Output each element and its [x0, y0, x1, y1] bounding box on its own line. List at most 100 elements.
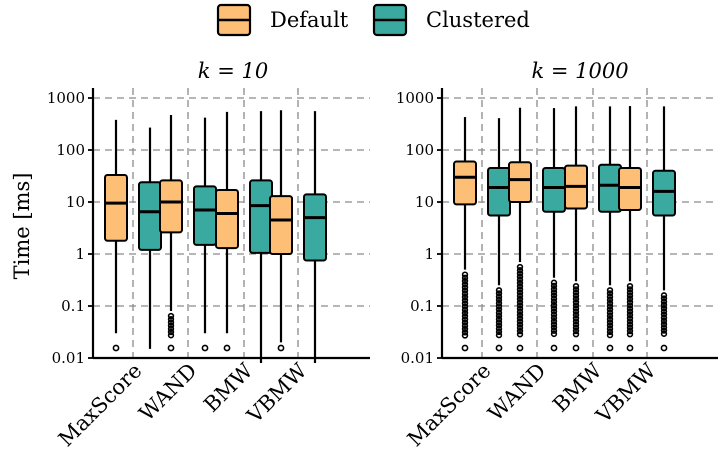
outlier-point	[516, 267, 524, 274]
outlier-point	[461, 290, 469, 298]
outlier-point	[626, 282, 634, 290]
box-body	[487, 167, 511, 217]
outlier-point	[660, 301, 668, 309]
box-body	[104, 174, 128, 242]
outlier-point	[550, 285, 558, 293]
outlier-point	[550, 330, 558, 338]
outlier-point	[461, 332, 469, 339]
outlier-point	[461, 297, 469, 304]
outlier-point	[626, 330, 634, 338]
outlier-point	[516, 276, 524, 284]
outlier-point	[626, 324, 634, 331]
outlier-point	[461, 271, 469, 278]
outlier-point	[660, 298, 668, 305]
outlier-point	[606, 290, 614, 297]
outlier-point	[495, 319, 503, 326]
outlier-point	[626, 289, 634, 296]
outlier-point	[572, 324, 580, 331]
y-tick-label: 1000	[47, 89, 85, 107]
panel-title-k1000: k = 1000	[531, 59, 628, 83]
box-maxscore-default	[453, 117, 477, 352]
outlier-point	[572, 321, 580, 328]
outlier-point	[606, 287, 614, 294]
outlier-point	[167, 328, 175, 336]
outlier-point	[516, 324, 524, 332]
outlier-point	[495, 328, 503, 336]
outlier-point	[626, 295, 634, 303]
outlier-point	[660, 317, 668, 325]
outlier-point	[572, 311, 580, 319]
box-vbmw-clustered	[652, 106, 676, 352]
y-tick-label: 10	[415, 193, 434, 211]
outlier-point	[516, 289, 524, 296]
outlier-point	[626, 311, 634, 319]
outlier-point	[112, 344, 120, 352]
outlier-point	[167, 312, 175, 320]
x-tick-label: MaxScore	[403, 359, 496, 452]
outlier-point	[495, 325, 503, 332]
y-tick-label: 0.1	[410, 297, 434, 315]
outlier-point	[461, 284, 469, 291]
box-body	[249, 179, 273, 254]
outlier-point	[572, 318, 580, 325]
outlier-point	[461, 287, 469, 294]
outlier-point	[495, 322, 503, 329]
outlier-point	[550, 314, 558, 322]
outlier-point	[516, 315, 524, 322]
outlier-point	[626, 305, 634, 312]
box-bmw-clustered	[249, 111, 273, 364]
outlier-point	[495, 331, 503, 339]
box-body	[618, 167, 642, 212]
box-body	[303, 193, 327, 262]
outlier-point	[606, 331, 614, 339]
outlier-point	[572, 308, 580, 315]
outlier-point	[550, 295, 558, 302]
box-body	[652, 169, 676, 217]
outlier-point	[606, 328, 614, 336]
outlier-point	[550, 344, 558, 352]
y-tick-label: 1	[75, 245, 85, 263]
outlier-point	[550, 301, 558, 309]
outlier-point	[550, 317, 558, 325]
outlier-point	[660, 292, 668, 299]
box-body	[598, 163, 622, 213]
box-maxscore-clustered	[138, 127, 162, 349]
outlier-point	[606, 344, 614, 352]
outlier-point	[516, 263, 524, 271]
outlier-point	[516, 344, 524, 352]
outlier-point	[516, 286, 524, 293]
y-tick-label: 10	[66, 193, 85, 211]
panels: 10001001010.10.01MaxScoreWANDBMWVBMW1000…	[47, 88, 718, 451]
outlier-point	[167, 332, 175, 339]
outlier-point	[461, 277, 469, 285]
outlier-point	[495, 296, 503, 304]
outlier-point	[201, 344, 209, 352]
outlier-point	[550, 289, 558, 296]
outlier-point	[516, 292, 524, 300]
outlier-point	[572, 302, 580, 309]
box-wand-default	[508, 107, 532, 352]
box-vbmw-default	[269, 110, 293, 352]
outlier-point	[660, 304, 668, 312]
legend-label-default: Default	[270, 8, 349, 32]
y-tick-label: 1000	[396, 89, 434, 107]
outlier-point	[516, 318, 524, 325]
outlier-point	[626, 298, 634, 306]
outlier-point	[516, 299, 524, 306]
outlier-point	[660, 308, 668, 315]
outlier-point	[660, 324, 668, 331]
outlier-point	[167, 322, 175, 329]
outlier-point	[572, 292, 580, 299]
box-body	[193, 185, 217, 246]
box-vbmw-default	[618, 106, 642, 352]
outlier-point	[626, 318, 634, 325]
outlier-point	[550, 324, 558, 331]
outlier-point	[495, 290, 503, 297]
outlier-point	[495, 299, 503, 307]
outlier-point	[461, 325, 469, 333]
outlier-point	[550, 308, 558, 315]
x-tick-label: WAND	[134, 359, 201, 426]
outlier-point	[660, 314, 668, 321]
